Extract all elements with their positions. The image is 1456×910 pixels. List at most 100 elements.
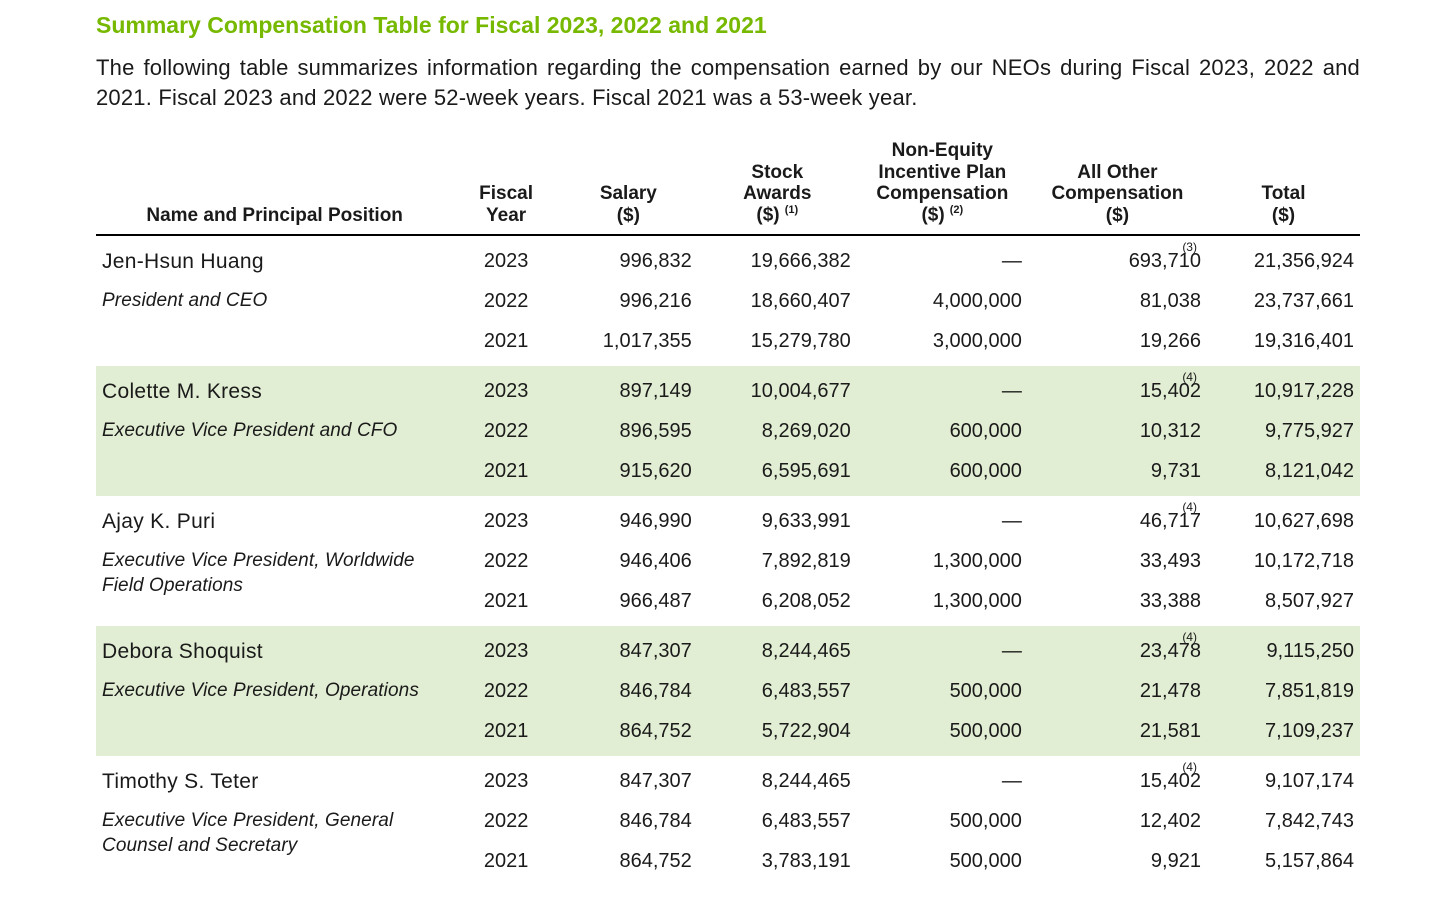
cell-year: 2023 (453, 496, 559, 541)
cell-nei: 500,000 (857, 671, 1028, 711)
cell-stock: 10,004,677 (698, 366, 857, 411)
cell-total: 19,316,401 (1207, 321, 1360, 366)
cell-other: 21,478 (1028, 671, 1207, 711)
executive-name: Ajay K. Puri (102, 508, 447, 535)
cell-other: 21,581 (1028, 711, 1207, 756)
cell-year: 2022 (453, 671, 559, 711)
cell-year: 2021 (453, 321, 559, 366)
cell-year: 2021 (453, 711, 559, 756)
cell-salary: 897,149 (559, 366, 698, 411)
cell-salary: 996,832 (559, 235, 698, 281)
col-header-year: FiscalYear (453, 136, 559, 234)
cell-nei: 500,000 (857, 841, 1028, 886)
cell-total: 8,121,042 (1207, 451, 1360, 496)
cell-other: 81,038 (1028, 281, 1207, 321)
cell-salary: 915,620 (559, 451, 698, 496)
cell-salary: 864,752 (559, 841, 698, 886)
cell-footnote: (4) (1182, 370, 1197, 386)
cell-nei: 600,000 (857, 451, 1028, 496)
executive-title: Executive Vice President, General Counse… (102, 809, 447, 858)
cell-nei: — (857, 756, 1028, 801)
col-header-salary: Salary($) (559, 136, 698, 234)
document-page: Summary Compensation Table for Fiscal 20… (0, 0, 1456, 910)
table-row: Debora ShoquistExecutive Vice President,… (96, 626, 1360, 671)
cell-salary: 847,307 (559, 626, 698, 671)
cell-total: 10,917,228 (1207, 366, 1360, 411)
col-header-stock: StockAwards($) (1) (698, 136, 857, 234)
cell-other: 33,388 (1028, 581, 1207, 626)
col-header-nei: Non-EquityIncentive PlanCompensation($) … (857, 136, 1028, 234)
cell-other: 10,312 (1028, 411, 1207, 451)
cell-stock: 6,595,691 (698, 451, 857, 496)
cell-stock: 5,722,904 (698, 711, 857, 756)
table-row: Ajay K. PuriExecutive Vice President, Wo… (96, 496, 1360, 541)
cell-other: 19,266 (1028, 321, 1207, 366)
cell-nei: — (857, 235, 1028, 281)
header-footnote: (2) (945, 204, 964, 216)
compensation-table: Name and Principal PositionFiscalYearSal… (96, 136, 1360, 885)
exec-block: Debora ShoquistExecutive Vice President,… (96, 626, 1360, 756)
executive-title: Executive Vice President and CFO (102, 419, 447, 444)
cell-year: 2021 (453, 451, 559, 496)
table-heading: Summary Compensation Table for Fiscal 20… (96, 12, 1360, 39)
cell-stock: 8,269,020 (698, 411, 857, 451)
cell-total: 9,115,250 (1207, 626, 1360, 671)
cell-salary: 846,784 (559, 671, 698, 711)
table-row: Colette M. KressExecutive Vice President… (96, 366, 1360, 411)
cell-other: 9,731 (1028, 451, 1207, 496)
cell-stock: 7,892,819 (698, 541, 857, 581)
cell-stock: 6,208,052 (698, 581, 857, 626)
cell-total: 10,627,698 (1207, 496, 1360, 541)
cell-total: 7,109,237 (1207, 711, 1360, 756)
exec-block: Ajay K. PuriExecutive Vice President, Wo… (96, 496, 1360, 626)
cell-nei: 1,300,000 (857, 581, 1028, 626)
cell-year: 2023 (453, 756, 559, 801)
cell-year: 2022 (453, 801, 559, 841)
cell-other: 15,402(4) (1028, 366, 1207, 411)
executive-name: Timothy S. Teter (102, 768, 447, 795)
col-header-other: All OtherCompensation($) (1028, 136, 1207, 234)
name-cell: Timothy S. Teter Executive Vice President… (96, 756, 453, 886)
name-cell: Debora ShoquistExecutive Vice President,… (96, 626, 453, 756)
cell-other: 33,493 (1028, 541, 1207, 581)
name-cell: Ajay K. PuriExecutive Vice President, Wo… (96, 496, 453, 626)
table-header: Name and Principal PositionFiscalYearSal… (96, 136, 1360, 234)
cell-salary: 946,990 (559, 496, 698, 541)
cell-nei: 500,000 (857, 801, 1028, 841)
cell-nei: 500,000 (857, 711, 1028, 756)
cell-footnote: (4) (1182, 760, 1197, 776)
cell-total: 9,775,927 (1207, 411, 1360, 451)
cell-footnote: (3) (1182, 240, 1197, 256)
cell-other: 23,478(4) (1028, 626, 1207, 671)
cell-year: 2022 (453, 411, 559, 451)
name-cell: Colette M. Kress Executive Vice President… (96, 366, 453, 496)
cell-footnote: (4) (1182, 500, 1197, 516)
cell-nei: — (857, 366, 1028, 411)
cell-total: 7,842,743 (1207, 801, 1360, 841)
col-header-name: Name and Principal Position (96, 136, 453, 234)
cell-total: 5,157,864 (1207, 841, 1360, 886)
cell-nei: 4,000,000 (857, 281, 1028, 321)
cell-salary: 847,307 (559, 756, 698, 801)
exec-block: Timothy S. Teter Executive Vice President… (96, 756, 1360, 886)
cell-stock: 6,483,557 (698, 671, 857, 711)
cell-other: 693,710(3) (1028, 235, 1207, 281)
cell-year: 2022 (453, 541, 559, 581)
cell-stock: 3,783,191 (698, 841, 857, 886)
executive-name: Colette M. Kress (102, 378, 447, 405)
cell-stock: 6,483,557 (698, 801, 857, 841)
executive-name: Debora Shoquist (102, 638, 447, 665)
cell-year: 2022 (453, 281, 559, 321)
cell-year: 2021 (453, 841, 559, 886)
cell-nei: — (857, 626, 1028, 671)
executive-title: President and CEO (102, 289, 447, 314)
cell-salary: 966,487 (559, 581, 698, 626)
cell-total: 7,851,819 (1207, 671, 1360, 711)
cell-other: 12,402 (1028, 801, 1207, 841)
cell-other: 46,717(4) (1028, 496, 1207, 541)
cell-year: 2023 (453, 366, 559, 411)
col-header-total: Total($) (1207, 136, 1360, 234)
cell-other: 9,921 (1028, 841, 1207, 886)
cell-total: 10,172,718 (1207, 541, 1360, 581)
cell-salary: 864,752 (559, 711, 698, 756)
